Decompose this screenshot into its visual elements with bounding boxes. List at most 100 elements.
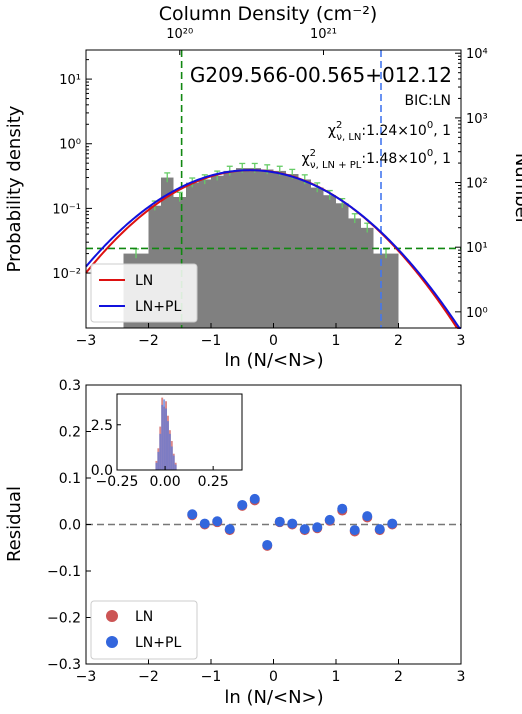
inset-y-tick-label: 0.0: [91, 463, 113, 479]
inset-bar-lnpl: [168, 433, 171, 470]
x-tick-label: 2: [394, 669, 403, 685]
residual-point-lnpl: [374, 524, 385, 535]
x-tick-label: −1: [201, 333, 222, 349]
x-tick-label: −3: [76, 669, 97, 685]
chi-lnpl-annotation: χ2 ν, LN + PL:1.48×100, 1: [302, 148, 451, 171]
histogram-bar: [311, 187, 324, 328]
histogram-bar: [211, 175, 224, 328]
residual-point-lnpl: [199, 518, 210, 529]
histogram-bar: [223, 170, 236, 328]
histogram-bar: [273, 170, 286, 328]
residual-point-lnpl: [237, 499, 248, 510]
bottom-ylabel: Residual: [4, 486, 25, 562]
x-tick-label: −1: [201, 669, 222, 685]
residual-point-lnpl: [387, 518, 398, 529]
right-y-tick-label: 10⁰: [466, 306, 488, 321]
inset-bar-lnpl: [155, 462, 158, 470]
inset-histogram: [155, 397, 177, 470]
right-y-tick-label: 10⁴: [466, 47, 488, 62]
y-tick-label: 0.0: [59, 518, 81, 534]
legend-lnpl-label: LN+PL: [135, 299, 181, 315]
histogram-bar: [198, 179, 211, 328]
top-ylabel: Probability density: [4, 105, 25, 272]
top-legend: LN LN+PL: [90, 263, 198, 323]
histogram-bar: [298, 179, 311, 328]
histogram-bar: [373, 253, 399, 328]
model-curve-ln-pl: [85, 169, 461, 329]
x-tick-label: 2: [394, 333, 403, 349]
residual-point-lnpl: [324, 514, 335, 525]
inset-x-tick-label: −0.25: [96, 474, 139, 490]
inset-bar-lnpl: [174, 464, 177, 470]
x-tick-label: −2: [138, 333, 159, 349]
legend-lnpl-marker: [106, 636, 118, 648]
residual-point-lnpl: [187, 509, 198, 520]
residual-point-lnpl: [287, 518, 298, 529]
residual-inset: −0.25 0.00 0.25 0.0 2.5: [91, 393, 243, 490]
legend-ln-label: LN: [135, 273, 153, 289]
bottom-panel: −3 −2 −1 0 1 2 3 0.3 0.2 0.1 0.0 −0.1 −0.2 −0.3 ln (N…: [4, 378, 465, 708]
x-tick-label: 1: [332, 669, 341, 685]
inset-x-tick-label: 0.00: [149, 474, 180, 490]
top-x-tick-label: 10²¹: [310, 27, 337, 42]
residual-point-lnpl: [249, 493, 260, 504]
top-ylabel-right: Number: [511, 153, 522, 226]
inset-bar-lnpl: [159, 433, 162, 470]
inset-bar-lnpl: [157, 451, 160, 470]
x-tick-label: 1: [332, 333, 341, 349]
bic-annotation: BIC:LN: [405, 93, 452, 109]
top-panel: −3 −2 −1 0 1 2 3 10¹ 10⁰ 10⁻¹ 10⁻² 10⁴ 10³ 10² 10¹ 10⁰ 1…: [4, 3, 522, 371]
model-curves: [85, 169, 461, 329]
top-axis-label: Column Density (cm⁻²): [159, 3, 378, 25]
inset-bar-lnpl: [167, 421, 169, 470]
top-panel-ticks: −3 −2 −1 0 1 2 3 10¹ 10⁰ 10⁻¹ 10⁻² 10⁴ 10³ 10² 10¹ 10⁰ 1…: [52, 27, 487, 349]
residual-point-lnpl: [212, 516, 223, 527]
residual-point-lnpl: [337, 503, 348, 514]
top-x-tick-label: 10²⁰: [166, 27, 193, 42]
x-tick-label: −3: [76, 333, 97, 349]
top-xlabel: ln (N/<N>): [224, 350, 323, 371]
bottom-panel-ticks: −3 −2 −1 0 1 2 3 0.3 0.2 0.1 0.0 −0.1 −0.2 −0.3: [47, 378, 465, 685]
inset-bar-lnpl: [163, 399, 166, 470]
inset-bar-lnpl: [161, 404, 164, 470]
legend-ln-marker: [106, 610, 118, 622]
legend-lnpl-label-bottom: LN+PL: [135, 635, 181, 651]
top-legend-box: [90, 263, 198, 323]
y-tick-label: −0.3: [47, 657, 81, 673]
x-tick-label: −2: [138, 669, 159, 685]
y-tick-label: 0.2: [59, 425, 81, 441]
y-tick-label: 0.3: [59, 378, 81, 394]
inset-y-tick-label: 2.5: [91, 418, 113, 434]
inset-ticks: −0.25 0.00 0.25 0.0 2.5: [91, 418, 229, 490]
right-y-tick-label: 10¹: [466, 241, 488, 256]
residual-point-lnpl: [299, 524, 310, 535]
residual-points: [187, 493, 398, 551]
histogram-bar: [348, 218, 361, 328]
y-tick-label: 10⁰: [59, 138, 81, 153]
residual-point-lnpl: [349, 525, 360, 536]
y-tick-label: 10⁻²: [52, 267, 81, 282]
inset-frame: [116, 393, 243, 471]
inset-background: [117, 394, 242, 470]
x-tick-label: 3: [457, 333, 466, 349]
bottom-legend: LN LN+PL: [90, 600, 198, 660]
y-tick-label: 0.1: [59, 471, 81, 487]
x-tick-label: 0: [269, 669, 278, 685]
y-tick-label: −0.2: [47, 611, 81, 627]
inset-x-tick-label: 0.25: [198, 474, 229, 490]
right-y-tick-label: 10²: [466, 177, 488, 192]
histogram-bars: [123, 168, 399, 328]
residual-point-lnpl: [262, 539, 273, 550]
y-tick-label: 10⁻¹: [52, 202, 81, 217]
histogram-bar: [336, 203, 349, 328]
x-tick-label: 0: [269, 333, 278, 349]
chi-ln-annotation: χ2 ν, LN:1.24×100, 1: [328, 120, 451, 143]
legend-ln-label-bottom: LN: [135, 609, 153, 625]
residual-point-lnpl: [362, 511, 373, 522]
y-tick-label: 10¹: [59, 73, 81, 88]
histogram-bar: [286, 174, 299, 328]
inset-bar-lnpl: [170, 446, 173, 470]
residual-point-lnpl: [274, 516, 285, 527]
x-tick-label: 3: [457, 669, 466, 685]
